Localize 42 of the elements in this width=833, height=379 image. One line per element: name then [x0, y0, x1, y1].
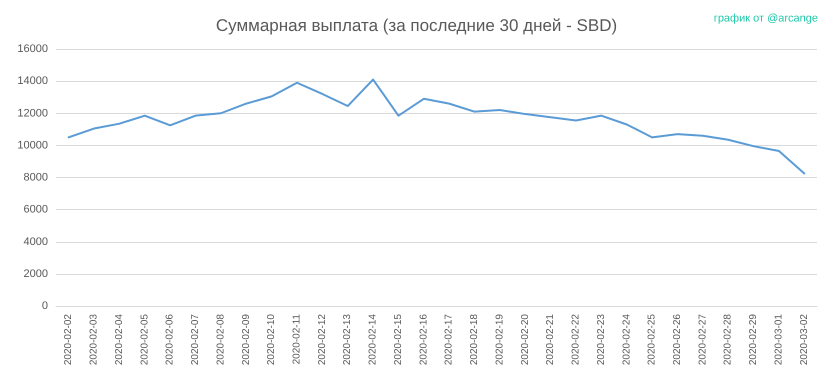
chart-title: Суммарная выплата (за последние 30 дней - SBD): [216, 16, 618, 35]
x-tick-label: 2020-02-13: [342, 314, 354, 366]
y-tick-label: 2000: [24, 268, 48, 280]
y-tick-label: 16000: [17, 43, 48, 55]
x-tick-label: 2020-02-16: [418, 314, 430, 366]
x-tick-label: 2020-02-23: [596, 314, 607, 366]
y-tick-label: 0: [42, 300, 48, 312]
x-tick-label: 2020-02-14: [368, 314, 379, 366]
y-tick-label: 4000: [24, 236, 48, 248]
y-tick-label: 12000: [17, 107, 48, 120]
x-tick-label: 2020-02-15: [392, 314, 404, 366]
x-tick-label: 2020-02-06: [164, 314, 176, 366]
x-tick-label: 2020-02-09: [240, 314, 252, 366]
x-tick-label: 2020-02-08: [215, 314, 226, 366]
x-tick-label: 2020-02-19: [494, 314, 506, 366]
x-tick-label: 2020-02-12: [316, 314, 328, 366]
x-tick-label: 2020-02-24: [621, 314, 632, 366]
text: график от @arcange: [714, 12, 818, 24]
y-tick-label: 8000: [24, 172, 48, 184]
x-tick-label: 2020-02-02: [63, 314, 74, 366]
x-tick-label: 2020-02-20: [520, 314, 531, 366]
x-tick-label: 2020-02-22: [570, 314, 582, 366]
x-tick-label: 2020-02-10: [266, 314, 278, 366]
x-tick-label: 2020-02-05: [139, 314, 150, 366]
y-tick-label: 14000: [17, 75, 48, 88]
x-tick-label: 2020-03-02: [798, 314, 810, 366]
x-tick-label: 2020-02-03: [88, 314, 100, 366]
y-tick-label: 6000: [24, 204, 48, 216]
x-tick-label: 2020-02-17: [444, 314, 455, 366]
y-tick-label: 10000: [17, 139, 48, 152]
x-tick-label: 2020-02-11: [291, 314, 302, 364]
x-tick-label: 2020-02-26: [672, 314, 683, 366]
x-tick-label: 2020-02-18: [469, 314, 480, 366]
x-tick-label: 2020-03-01: [773, 314, 784, 366]
x-tick-label: 2020-02-29: [748, 314, 760, 366]
x-tick-label: 2020-02-07: [190, 314, 202, 366]
x-tick-label: 2020-02-28: [722, 314, 734, 366]
x-tick-label: 2020-02-21: [545, 314, 556, 366]
x-tick-label: 2020-02-04: [114, 314, 125, 366]
x-tick-label: 2020-02-27: [697, 314, 708, 366]
line-series: [68, 78, 806, 174]
x-tick-label: 2020-02-25: [646, 314, 658, 366]
